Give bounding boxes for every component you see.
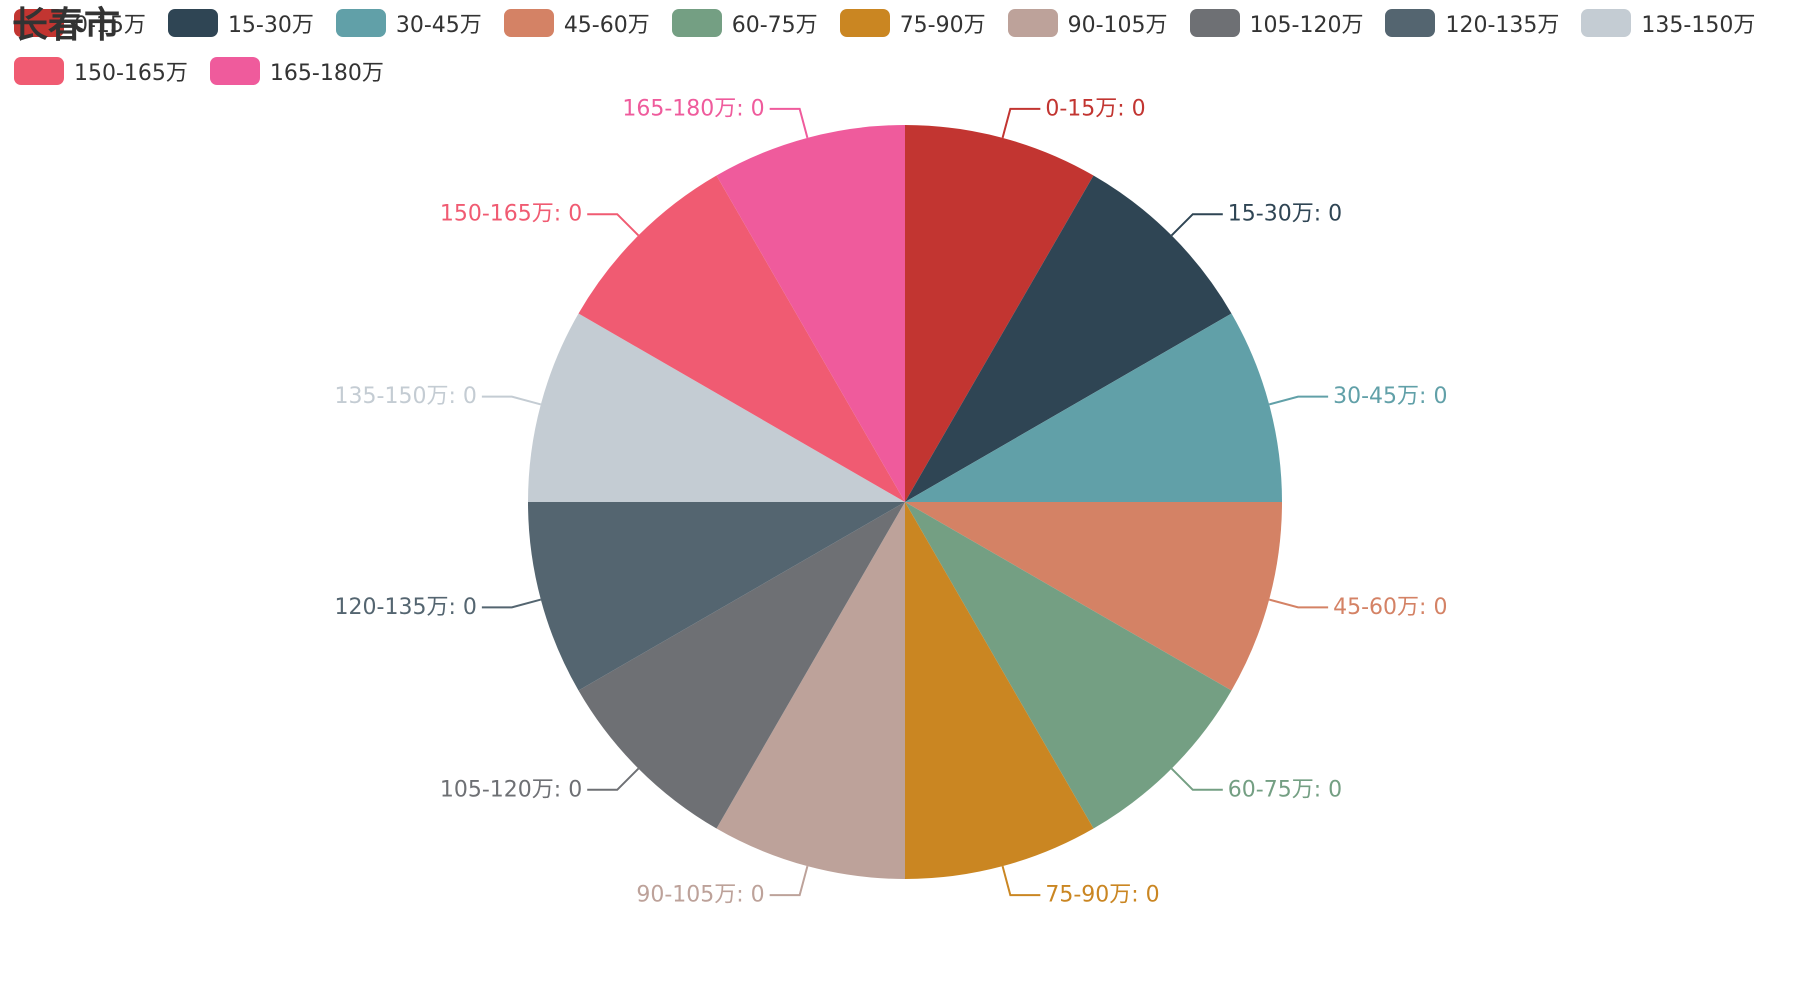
legend-item[interactable]: 135-150万 [1581,8,1755,38]
legend-label: 150-165万 [74,61,188,86]
slice-label: 165-180万: 0 [622,96,764,121]
legend-swatch [209,57,260,85]
legend-item[interactable]: 120-135万 [1385,8,1559,38]
slice-label: 120-135万: 0 [335,595,477,620]
slice-label: 135-150万: 0 [335,384,477,409]
legend-label: 165-180万 [269,61,384,86]
slice-label: 45-60万: 0 [1333,595,1447,620]
slice-label: 90-105万: 0 [636,883,764,908]
slice-label: 75-90万: 0 [1045,883,1159,908]
pie-slice[interactable] [905,502,1232,829]
legend-label: 60-75万 [731,13,818,38]
legend-label: 45-60万 [563,13,650,38]
legend-item[interactable]: 15-30万 [167,8,314,38]
legend-swatch [14,9,64,37]
pie-slice[interactable] [528,313,905,503]
pie-slice[interactable] [528,502,905,691]
legend-swatch [1581,9,1632,37]
legend-item[interactable]: 45-60万 [503,8,650,38]
label-leader-line [1268,598,1329,609]
legend-label: 90-105万 [1067,13,1168,38]
label-leader-line [769,107,809,139]
label-leader-line [481,598,542,609]
pie-slice[interactable] [905,125,1094,502]
label-leader-line [769,865,809,897]
label-leader-line [481,395,542,406]
label-leader-line [1170,767,1223,791]
legend-swatch [1385,9,1436,37]
legend-swatch [1007,9,1058,37]
slice-label: 0-15万: 0 [1045,96,1145,121]
legend-swatch [1189,9,1240,37]
label-leader-line [1001,107,1041,139]
label-leader-line [1001,865,1041,897]
legend-label: 15-30万 [227,13,314,38]
legend-item[interactable]: 30-45万 [335,8,482,38]
legend-item[interactable]: 90-105万 [1007,8,1168,38]
chart-title: 长春市 [12,5,121,46]
slice-label: 105-120万: 0 [440,777,582,802]
legend-label: 0-15万 [74,13,146,38]
legend-label: 105-120万 [1249,13,1364,38]
pie-slice[interactable] [905,313,1282,503]
legend-item[interactable]: 60-75万 [671,8,818,38]
legend-swatch [167,9,218,37]
pie-slice[interactable] [578,175,905,502]
legend-swatch [335,9,386,37]
slice-label: 150-165万: 0 [440,202,582,227]
pie-slice[interactable] [578,502,905,829]
legend-swatch [671,9,722,37]
pie-slice[interactable] [905,502,1282,691]
legend-label: 30-45万 [395,13,482,38]
legend-swatch [839,9,890,37]
legend-item[interactable]: 105-120万 [1189,8,1364,38]
legend-swatch [14,57,64,85]
legend-label: 75-90万 [899,13,986,38]
legend-item[interactable]: 165-180万 [209,56,384,86]
label-leader-line [1268,395,1329,406]
pie-slice[interactable] [716,125,906,502]
label-leader-line [1170,213,1223,237]
pie-slice[interactable] [905,502,1094,879]
legend-item[interactable]: 150-165万 [14,56,188,86]
slice-label: 15-30万: 0 [1228,202,1342,227]
legend-label: 120-135万 [1445,13,1560,38]
legend-swatch [503,9,554,37]
pie-slice[interactable] [716,502,906,879]
pie-slice[interactable] [905,175,1232,502]
legend-item[interactable]: 75-90万 [839,8,986,38]
label-leader-line [587,767,640,791]
legend-item[interactable]: 0-15万 [14,8,146,38]
slice-label: 60-75万: 0 [1228,777,1342,802]
legend-label: 135-150万 [1641,13,1756,38]
label-leader-line [587,213,640,237]
slice-label: 30-45万: 0 [1333,384,1447,409]
